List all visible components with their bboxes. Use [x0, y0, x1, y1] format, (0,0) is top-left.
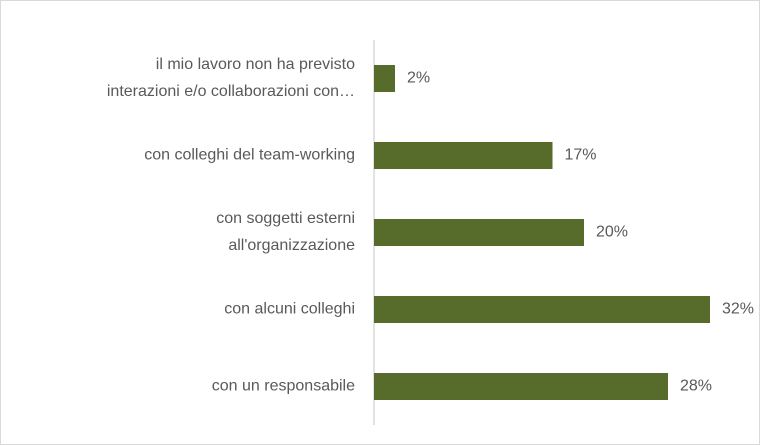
label-line: con alcuni colleghi: [224, 301, 355, 318]
label-line: con soggetti esterni: [216, 210, 355, 227]
data-label: 20%: [596, 224, 628, 241]
label-line: con colleghi del team-working: [144, 147, 355, 164]
bar: [374, 219, 584, 246]
bar: [374, 142, 553, 169]
data-label: 32%: [722, 301, 754, 318]
y-tick-label: il mio lavoro non ha previsto interazioni…: [107, 56, 355, 100]
bar: [374, 296, 710, 323]
label-line: il mio lavoro non ha previsto: [156, 56, 355, 73]
y-tick-label: con alcuni colleghi: [224, 301, 355, 318]
label-line: all'organizzazione: [228, 237, 355, 254]
bar: [374, 65, 395, 92]
data-label: 2%: [407, 70, 430, 87]
label-line: con un responsabile: [212, 378, 355, 395]
data-label: 28%: [680, 378, 712, 395]
y-tick-label: con un responsabile: [212, 378, 355, 395]
y-tick-label: con soggetti esterni all'organizzazione: [216, 210, 355, 254]
y-tick-label: con colleghi del team-working: [144, 147, 355, 164]
data-label: 17%: [565, 147, 597, 164]
bar: [374, 373, 668, 400]
label-line: interazioni e/o collaborazioni con…: [107, 83, 355, 100]
